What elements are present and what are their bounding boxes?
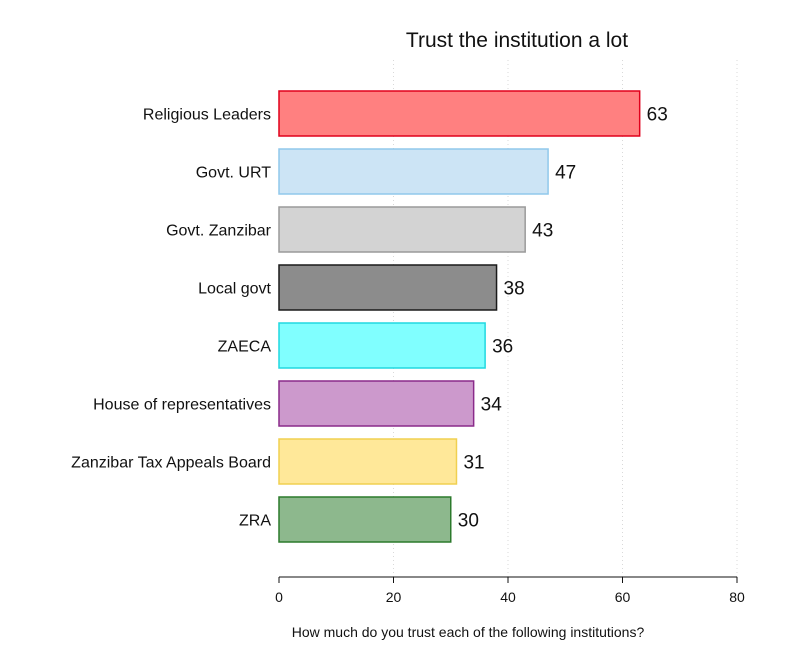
- bar: [278, 90, 641, 137]
- value-label: 47: [555, 163, 576, 184]
- category-label: ZRA: [239, 513, 271, 530]
- bar: [278, 496, 452, 543]
- bar: [278, 380, 475, 427]
- category-label: Local govt: [198, 281, 271, 298]
- bar: [278, 438, 458, 485]
- category-labels: Religious Leaders Govt. URT Govt. Zanzibar…: [71, 107, 271, 530]
- value-label: 38: [504, 279, 525, 300]
- bar: [278, 206, 526, 253]
- category-label: Religious Leaders: [143, 107, 271, 124]
- tick-label: 20: [386, 589, 402, 605]
- bars: [278, 90, 641, 543]
- x-axis-title: How much do you trust each of the follow…: [292, 624, 645, 640]
- value-label: 31: [463, 453, 484, 474]
- x-axis: 0 20 40 60 80: [275, 576, 745, 605]
- category-label: Govt. Zanzibar: [166, 223, 272, 240]
- value-label: 34: [481, 395, 503, 416]
- bar: [278, 148, 549, 195]
- bar: [278, 322, 486, 369]
- value-label: 63: [647, 105, 668, 126]
- category-label: Govt. URT: [196, 165, 272, 182]
- category-label: Zanzibar Tax Appeals Board: [71, 455, 271, 472]
- tick-label: 0: [275, 589, 283, 605]
- value-label: 30: [458, 511, 479, 532]
- category-label: House of representatives: [93, 397, 271, 414]
- bar: [278, 264, 498, 311]
- tick-label: 40: [500, 589, 516, 605]
- chart-title: Trust the institution a lot: [406, 29, 628, 52]
- tick-label: 60: [615, 589, 631, 605]
- tick-label: 80: [729, 589, 745, 605]
- category-label: ZAECA: [218, 339, 272, 356]
- value-label: 43: [532, 221, 553, 242]
- value-labels: 63 47 43 38 36 34 31 30: [458, 105, 668, 532]
- value-label: 36: [492, 337, 513, 358]
